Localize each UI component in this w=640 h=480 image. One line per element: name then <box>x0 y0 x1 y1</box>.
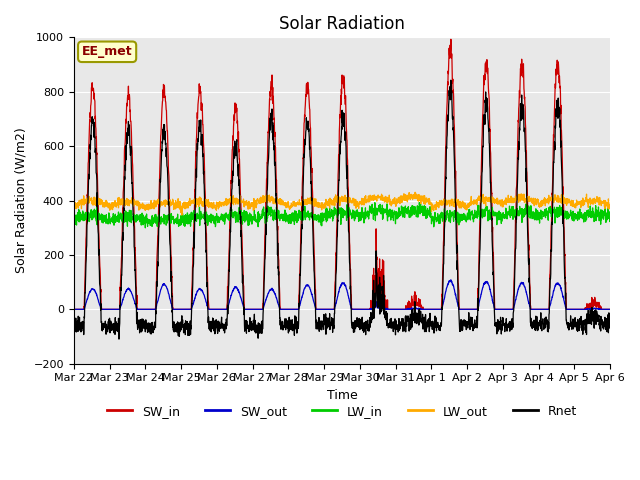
SW_in <box>498 306 506 312</box>
LW_in <box>70 217 77 223</box>
SW_in <box>220 306 227 312</box>
LW_in <box>559 210 567 216</box>
LW_in <box>358 210 365 216</box>
Line: SW_out: SW_out <box>74 280 610 309</box>
LW_out <box>498 197 506 203</box>
LW_out <box>358 202 365 208</box>
Rnet <box>115 336 123 342</box>
SW_out <box>220 306 227 312</box>
SW_out <box>369 305 377 311</box>
Legend: SW_in, SW_out, LW_in, LW_out, Rnet: SW_in, SW_out, LW_in, LW_out, Rnet <box>102 400 582 423</box>
Rnet <box>369 288 377 293</box>
SW_out <box>70 306 77 312</box>
LW_in <box>369 207 377 213</box>
LW_in <box>415 200 423 205</box>
LW_in <box>141 225 149 231</box>
Rnet <box>559 207 567 213</box>
Line: Rnet: Rnet <box>74 80 610 339</box>
Line: LW_out: LW_out <box>74 192 610 215</box>
Rnet <box>70 324 77 329</box>
LW_out <box>574 199 582 205</box>
LW_out <box>70 203 77 208</box>
SW_in <box>559 191 567 196</box>
SW_in <box>574 306 582 312</box>
LW_out <box>606 201 614 207</box>
SW_in <box>447 36 455 42</box>
Y-axis label: Solar Radiation (W/m2): Solar Radiation (W/m2) <box>15 128 28 274</box>
LW_in <box>498 211 506 217</box>
Rnet <box>447 77 455 83</box>
LW_in <box>574 209 582 215</box>
Rnet <box>358 318 365 324</box>
SW_out <box>498 306 506 312</box>
SW_in <box>357 306 365 312</box>
LW_out <box>220 200 227 206</box>
Line: LW_in: LW_in <box>74 203 610 228</box>
SW_out <box>447 277 455 283</box>
LW_out <box>178 212 186 218</box>
LW_in <box>606 214 614 220</box>
LW_in <box>220 218 227 224</box>
SW_in <box>606 306 614 312</box>
SW_in <box>70 306 77 312</box>
Text: EE_met: EE_met <box>82 45 132 58</box>
Line: SW_in: SW_in <box>74 39 610 309</box>
LW_out <box>369 195 377 201</box>
Rnet <box>606 323 614 329</box>
SW_out <box>559 294 567 300</box>
Title: Solar Radiation: Solar Radiation <box>279 15 405 33</box>
LW_out <box>412 190 419 195</box>
SW_out <box>357 306 365 312</box>
SW_out <box>574 306 582 312</box>
SW_out <box>606 306 614 312</box>
X-axis label: Time: Time <box>326 389 357 402</box>
SW_in <box>369 293 377 299</box>
Rnet <box>498 324 506 329</box>
Rnet <box>220 328 227 334</box>
Rnet <box>574 321 582 327</box>
LW_out <box>559 200 567 205</box>
